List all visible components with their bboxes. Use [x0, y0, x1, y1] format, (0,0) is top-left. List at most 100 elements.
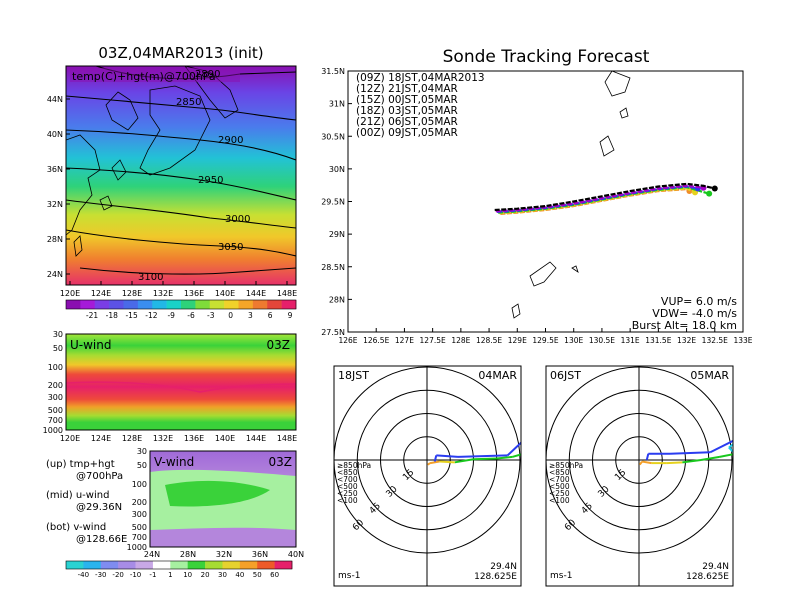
colorbar-label: -9	[167, 311, 175, 320]
hodograph-legend-entry: <850	[549, 468, 570, 477]
lat-tick-label: 32N	[47, 200, 63, 209]
pressure-tick-label: 500	[132, 523, 147, 532]
pressure-tick-label: 200	[48, 381, 63, 390]
annotation-burst: Burst Alt= 18.0 km	[632, 319, 737, 332]
colorbar-label: -20	[112, 571, 123, 579]
x-tick-label: 129.5E	[532, 336, 558, 345]
wind-colorbar: -40 -30 -20 -10 -1 1 10 20 30 40 50 60	[65, 560, 293, 579]
lon-tick-label: 136E	[184, 289, 204, 298]
map-title: 03Z,04MAR2013 (init)	[98, 44, 263, 62]
hodograph-segment	[496, 455, 513, 460]
lat-tick-label: 40N	[288, 550, 304, 559]
temperature-colorbar: -21 -18 -15 -12 -9 -6 -3 0 3 6 9	[65, 299, 297, 320]
x-tick-label: 132.5E	[702, 336, 728, 345]
y-tick-label: 30.5N	[321, 132, 345, 141]
colorbar-swatch	[209, 300, 225, 309]
colorbar-swatch	[224, 300, 239, 309]
map-lat-axis: 44N 40N 36N 32N 28N 24N	[47, 95, 70, 279]
hodograph-segment	[728, 446, 733, 454]
lon-tick-label: 128E	[122, 289, 142, 298]
legend-entry: (15Z) 00JST,05MAR	[356, 94, 458, 106]
colorbar-swatch	[83, 561, 102, 569]
legend-entry: (09Z) 18JST,04MAR2013	[356, 72, 485, 84]
hodograph-segment	[427, 462, 431, 466]
colorbar-swatch	[66, 561, 84, 569]
colorbar-swatch	[94, 300, 110, 309]
map-plot: temp(C)+hgt(m)@700hPa 2890 2850 2900 295…	[65, 65, 297, 286]
colorbar-swatch	[152, 561, 171, 569]
pressure-tick-label: 300	[48, 393, 63, 402]
track-series	[494, 182, 718, 215]
hodograph-legend-entry: ≥850hPa	[549, 461, 583, 470]
x-tick-label: 127.5E	[420, 336, 446, 345]
colorbar-label: -40	[78, 571, 89, 579]
lat-tick-label: 24N	[144, 550, 160, 559]
colorbar-label: -6	[187, 311, 195, 320]
pressure-tick-label: 50	[53, 344, 63, 353]
colorbar-label: 20	[201, 571, 210, 579]
hodograph-segment	[433, 455, 438, 462]
hodograph-segment	[439, 460, 455, 464]
hodograph-segment	[666, 461, 683, 465]
pressure-tick-label: 100	[48, 363, 63, 372]
hodograph-segment	[454, 458, 474, 464]
x-tick-label: 127E	[395, 336, 414, 345]
y-tick-label: 30N	[329, 165, 345, 174]
hodograph-time-left: 18JST	[338, 369, 369, 382]
colorbar-swatch	[281, 300, 297, 309]
hodograph-lon: 128.625E	[474, 572, 517, 582]
hodograph-legend-entry: <100	[337, 496, 358, 505]
hodograph-legend-entry: ≥850hPa	[337, 461, 371, 470]
note-bot: (bot) v-wind	[46, 522, 106, 533]
pressure-tick-label: 30	[137, 447, 147, 456]
colorbar-label: 0	[228, 311, 233, 320]
annotation-vup: VUP= 6.0 m/s	[661, 295, 737, 308]
legend-entry: (12Z) 21JST,04MAR	[356, 83, 458, 95]
u-wind-label: U-wind	[70, 338, 111, 352]
legend-entry: (21Z) 06JST,05MAR	[356, 116, 458, 128]
pressure-tick-label: 50	[137, 461, 147, 470]
hodograph-lon: 128.625E	[686, 572, 729, 582]
hodograph-unit: ms-1	[338, 571, 360, 581]
pressure-tick-label: 1000	[127, 543, 147, 552]
lon-tick-label: 132E	[153, 434, 173, 443]
map-lon-axis: 120E 124E 128E 132E 136E 140E 144E 148E	[60, 281, 297, 298]
colorbar-swatch	[109, 300, 124, 309]
u-wind-contour	[65, 381, 297, 393]
lon-tick-label: 128E	[122, 434, 142, 443]
legend-entry: (00Z) 09JST,05MAR	[356, 127, 458, 139]
colorbar-swatch	[80, 300, 96, 309]
hodograph-legend-entry: <100	[549, 496, 570, 505]
colorbar-swatch	[257, 561, 275, 569]
contour-label: 2890	[195, 69, 220, 80]
colorbar-label: -18	[106, 311, 118, 320]
u-wind-lon-axis: 120E 124E 128E 132E 136E 140E 144E 148E	[60, 434, 297, 443]
lon-tick-label: 140E	[215, 434, 235, 443]
x-tick-label: 131.5E	[645, 336, 671, 345]
pressure-tick-label: 200	[132, 498, 147, 507]
colorbar-label: 9	[288, 311, 293, 320]
map-frame	[65, 65, 297, 286]
pressure-tick-label: 500	[48, 406, 63, 415]
hodograph-time-left: 06JST	[550, 369, 581, 382]
colorbar-swatch	[222, 561, 241, 569]
hodograph-segment	[700, 455, 720, 461]
lat-tick-label: 28N	[47, 235, 63, 244]
colorbar-label: -3	[207, 311, 215, 320]
lon-tick-label: 148E	[277, 434, 297, 443]
lat-tick-label: 28N	[180, 550, 196, 559]
panel-legend-notes: (up) tmp+hgt @700hPa (mid) u-wind @29.36…	[46, 459, 127, 545]
colorbar-swatch	[187, 561, 206, 569]
note-bot-level: @128.66E	[76, 534, 127, 545]
hodograph-legend-entry: <700	[337, 475, 358, 484]
colorbar-label: -10	[130, 571, 141, 579]
contour-label: 3050	[218, 242, 243, 253]
track-x-axis: 126E 126.5E 127E 127.5E 128E 128.5E 129E 129.5E…	[338, 328, 753, 345]
hodograph-segment	[669, 451, 711, 455]
track-plot-area	[348, 71, 743, 332]
colorbar-swatch	[267, 300, 282, 309]
map-subtitle-box	[70, 68, 240, 82]
v-wind-plot: V-wind 03Z	[149, 450, 297, 548]
hodograph-segment	[523, 432, 532, 441]
